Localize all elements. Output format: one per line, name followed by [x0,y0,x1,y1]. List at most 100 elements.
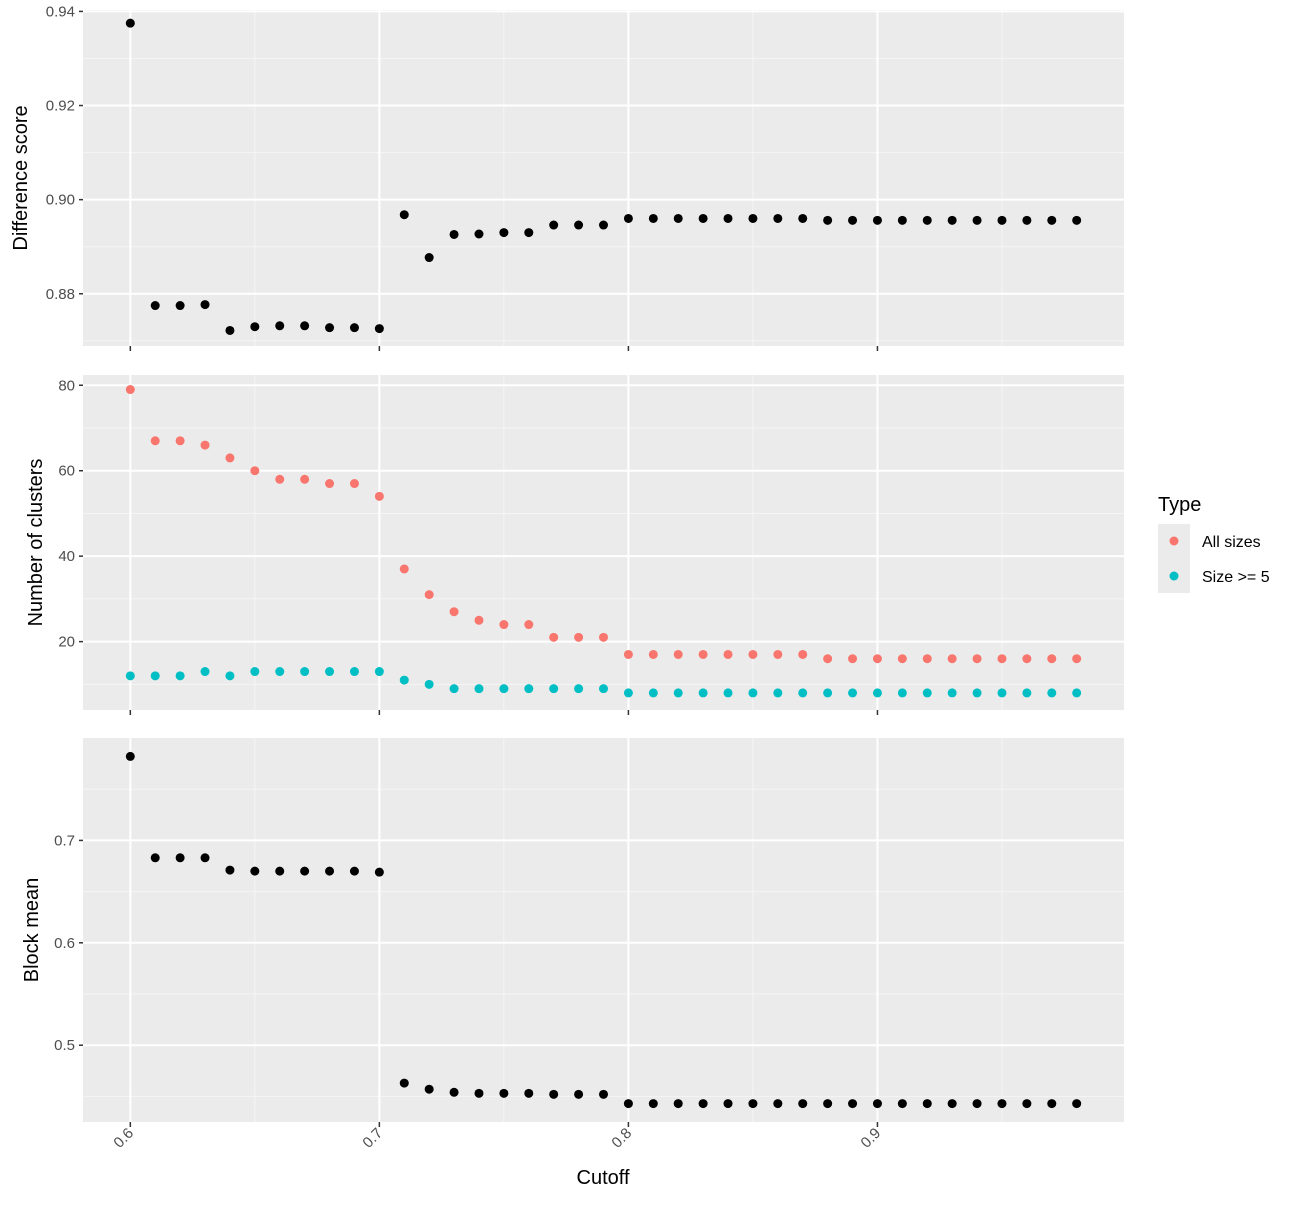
legend-marker-all-sizes [1169,536,1179,546]
data-point [623,688,633,698]
data-point [798,688,808,698]
data-point [474,229,484,239]
legend-title: Type [1158,494,1201,516]
panel-difference-score: 0.88 0.90 0.92 0.94 Difference score [10,3,1124,351]
data-point [349,866,359,876]
data-point [723,649,733,659]
data-point [275,866,285,876]
data-point [922,654,932,664]
data-point [200,300,210,310]
data-point [1047,688,1057,698]
data-point [947,1099,957,1109]
data-point [574,1089,584,1099]
data-point [125,671,135,681]
data-point [773,688,783,698]
data-point [848,215,858,225]
data-point [1022,654,1032,664]
data-point [798,649,808,659]
data-point [574,684,584,694]
data-point [175,301,185,311]
data-point [449,684,459,694]
data-point [823,688,833,698]
data-point [499,1088,509,1098]
data-point [225,453,235,463]
data-point [922,215,932,225]
y-tick-label: 0.88 [46,286,75,303]
data-point [474,684,484,694]
data-point [848,688,858,698]
data-point [125,18,135,28]
data-point [698,688,708,698]
data-point [1047,654,1057,664]
data-point [972,688,982,698]
data-point [275,667,285,677]
data-point [325,323,335,333]
data-point [1072,688,1082,698]
data-point [848,1099,858,1109]
data-point [574,220,584,230]
data-point [524,1088,534,1098]
data-point [1022,688,1032,698]
y-tick-label: 0.6 [54,935,75,952]
panel-background [83,738,1124,1122]
data-point [549,684,559,694]
data-point [325,866,335,876]
data-point [399,1078,409,1088]
legend-marker-size-ge-5 [1169,571,1179,581]
data-point [1022,1099,1032,1109]
data-point [947,654,957,664]
data-point [549,1089,559,1099]
y-axis-title: Difference score [10,105,32,250]
data-point [499,684,509,694]
data-point [374,491,384,501]
data-point [250,866,260,876]
panel-background [83,10,1124,346]
data-point [897,688,907,698]
data-point [125,751,135,761]
data-point [1022,215,1032,225]
data-point [300,474,310,484]
data-point [449,229,459,239]
data-point [698,213,708,223]
y-tick-label: 0.90 [46,192,75,209]
data-point [449,1087,459,1097]
data-point [872,215,882,225]
data-point [1072,215,1082,225]
data-point [150,671,160,681]
data-point [823,215,833,225]
data-point [399,675,409,685]
data-point [748,688,758,698]
panel-number-of-clusters: 20 40 60 80 Number of clusters [25,375,1124,715]
data-point [250,466,260,476]
data-point [648,213,658,223]
data-point [648,688,658,698]
data-point [997,654,1007,664]
legend-item-size-ge-5: Size >= 5 [1158,558,1270,593]
data-point [175,436,185,446]
data-point [823,1099,833,1109]
data-point [599,1089,608,1099]
data-point [798,1099,808,1109]
data-point [623,649,633,659]
y-tick-label: 60 [58,463,75,480]
data-point [175,671,185,681]
data-point [150,436,160,446]
y-tick-label: 80 [58,377,75,394]
data-point [673,688,683,698]
data-point [349,479,359,489]
data-point [225,325,235,335]
data-point [648,1099,658,1109]
panels-group: 0.88 0.90 0.92 0.94 Difference score 20 40 60 80… [10,3,1124,1152]
data-point [673,1099,683,1109]
data-point [474,1088,484,1098]
data-point [449,607,459,617]
data-point [599,684,608,694]
data-point [275,321,285,331]
data-point [250,667,260,677]
data-point [424,253,434,263]
series-points [125,18,1082,335]
data-point [1047,215,1057,225]
data-point [872,1099,882,1109]
